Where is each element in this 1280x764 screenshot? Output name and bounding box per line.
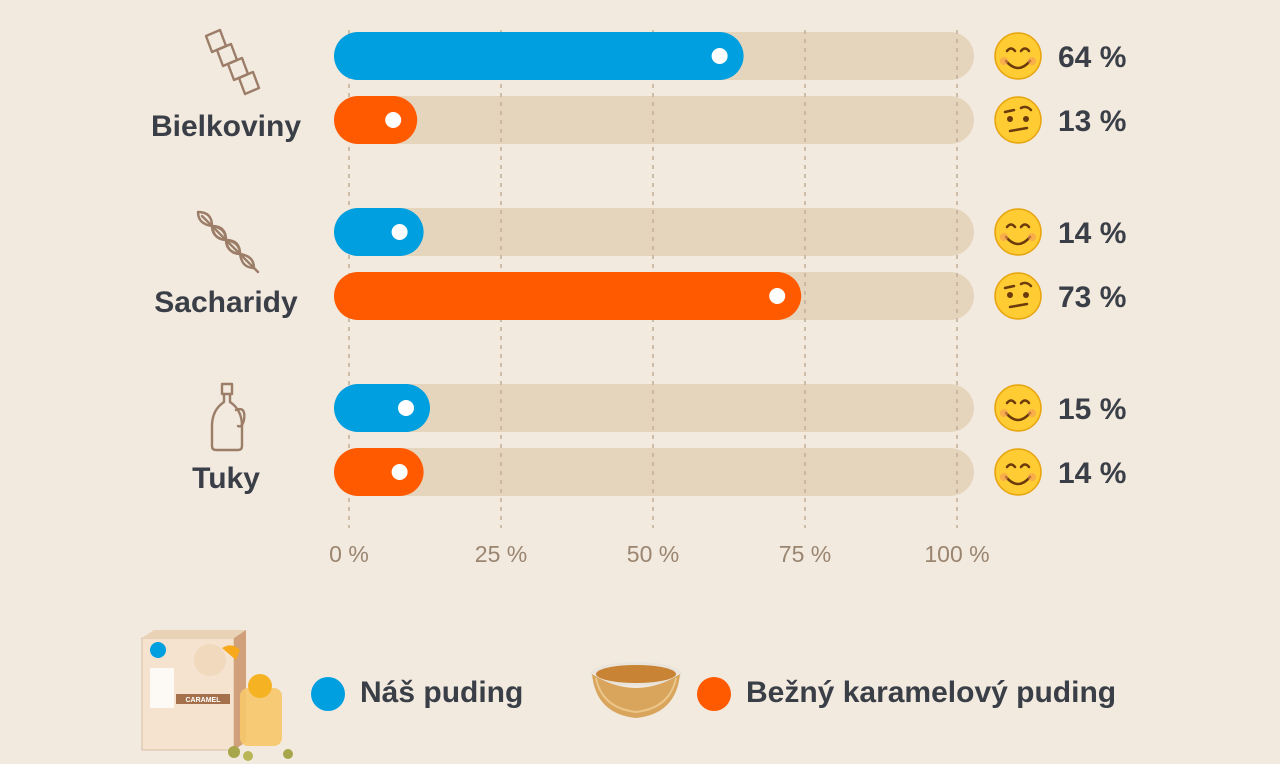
smiling-face-icon (994, 208, 1042, 256)
data-bar (334, 384, 430, 432)
x-tick-label: 50 % (627, 541, 679, 567)
bar-track (334, 208, 974, 256)
raised-eyebrow-face-icon (994, 272, 1042, 320)
value-label: 73 % (1058, 281, 1126, 314)
bar-end-dot (391, 224, 408, 240)
value-label: 64 % (1058, 41, 1126, 74)
wheat-icon (196, 210, 260, 274)
value-label: 14 % (1058, 457, 1126, 490)
bar-track (334, 448, 974, 496)
legend: CARAMEL Náš puding Bežný karamelový pudi… (0, 620, 1280, 764)
smiling-face-icon (994, 448, 1042, 496)
x-tick-label: 0 % (329, 541, 369, 567)
value-label: 13 % (1058, 105, 1126, 138)
value-label: 14 % (1058, 217, 1126, 250)
bar-end-dot (391, 464, 408, 480)
data-bar (334, 208, 424, 256)
bar-end-dot (711, 48, 728, 64)
data-bar (334, 96, 418, 144)
product-box-image: CARAMEL (141, 630, 293, 761)
legend-dot-regular-pudding (697, 677, 731, 711)
data-bar (334, 272, 802, 320)
category-label: Bielkoviny (151, 110, 301, 143)
smiling-face-icon (994, 32, 1042, 80)
category-label: Sacharidy (154, 286, 298, 319)
data-bar (334, 448, 424, 496)
legend-label-our-pudding: Náš puding (360, 676, 524, 709)
bar-end-dot (769, 288, 786, 304)
data-bar (334, 32, 744, 80)
macronutrient-chart: 0 % 25 % 50 % 75 % 100 % 64 % 13 % 14 % 73 % 15 %… (151, 28, 1126, 567)
legend-dot-our-pudding (311, 677, 345, 711)
x-tick-label: 100 % (924, 541, 989, 567)
bar-end-dot (385, 112, 402, 128)
raised-eyebrow-face-icon (994, 96, 1042, 144)
caramel-bowl-image (590, 662, 682, 718)
bar-end-dot (398, 400, 414, 416)
x-tick-label: 25 % (475, 541, 527, 567)
bar-track (334, 96, 974, 144)
category-label: Tuky (192, 462, 260, 495)
bar-track (334, 384, 974, 432)
pasta-icon (204, 28, 261, 96)
x-tick-label: 75 % (779, 541, 831, 567)
legend-label-regular-pudding: Bežný karamelový puding (746, 676, 1117, 709)
smiling-face-icon (994, 384, 1042, 432)
product-box-label: CARAMEL (186, 697, 222, 704)
value-label: 15 % (1058, 393, 1126, 426)
oil-bottle-icon (210, 382, 246, 452)
